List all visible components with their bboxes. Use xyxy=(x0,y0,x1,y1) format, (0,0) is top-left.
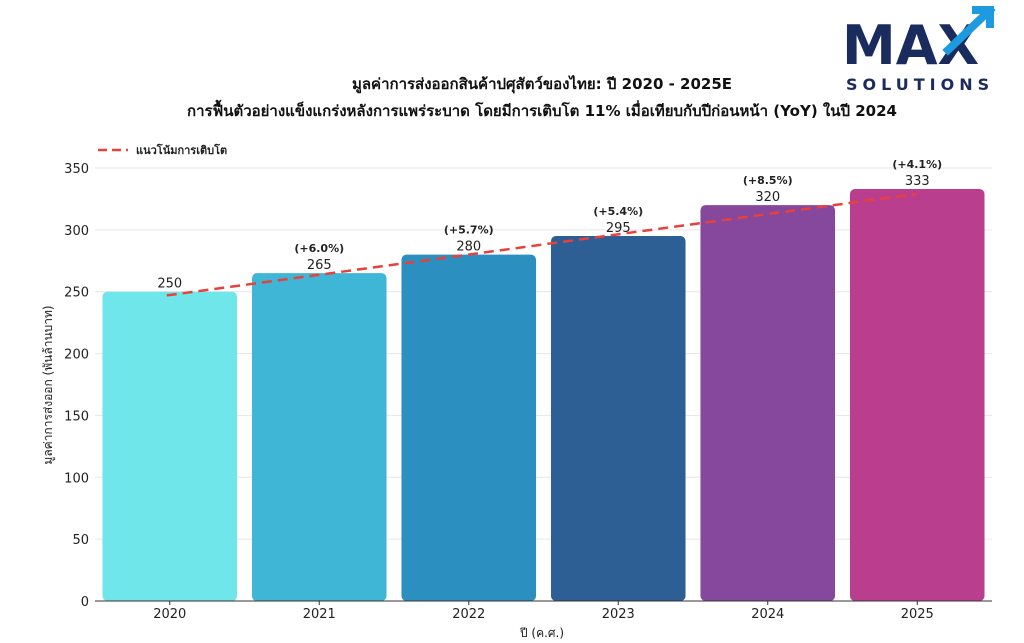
x-tick-label: 2023 xyxy=(602,607,635,622)
x-tick-label: 2025 xyxy=(901,607,934,622)
value-label-2020: 250 xyxy=(157,277,182,292)
value-label-2022: 280 xyxy=(456,240,481,255)
bar-2021 xyxy=(251,273,387,601)
y-tick-label: 100 xyxy=(64,471,89,486)
y-tick-label: 350 xyxy=(64,162,89,177)
chart-legend: แนวโน้มการเติบโต xyxy=(98,143,227,157)
bar-2023 xyxy=(550,236,686,602)
x-tick-label: 2021 xyxy=(303,607,336,622)
bar-2025 xyxy=(849,189,985,601)
trend-line-path xyxy=(166,192,917,297)
y-tick-label: 300 xyxy=(64,224,89,239)
bar-2020 xyxy=(102,291,238,601)
bar-2022 xyxy=(401,254,537,601)
gridlines xyxy=(95,167,992,602)
chart-title: มูลค่าการส่งออกสินค้าปศุสัตว์ของไทย: ปี … xyxy=(352,74,732,94)
x-tick-label: 2024 xyxy=(751,607,784,622)
yoy-label-2023: (+5.4%) xyxy=(593,205,643,218)
bar-2024 xyxy=(700,205,836,601)
y-tick-label: 0 xyxy=(81,595,89,610)
x-tick-label: 2020 xyxy=(153,607,186,622)
bars xyxy=(102,189,985,602)
y-tick-label: 150 xyxy=(64,409,89,424)
x-axis-title: ปี (ค.ศ.) xyxy=(519,626,564,640)
x-tick-label: 2022 xyxy=(452,607,485,622)
yoy-label-2021: (+6.0%) xyxy=(294,242,344,255)
y-tick-label: 250 xyxy=(64,286,89,301)
axes: 0 50 100 150 200 250 300 350 2020 2021 2022 2023 202… xyxy=(64,162,992,622)
y-tick-label: 200 xyxy=(64,348,89,363)
y-tick-label: 50 xyxy=(72,533,89,548)
value-label-2023: 295 xyxy=(606,221,631,236)
yoy-label-2022: (+5.7%) xyxy=(444,224,494,237)
data-labels: 250 265 (+6.0%) 280 (+5.7%) 295 (+5.4%) 320 (+8.… xyxy=(157,158,942,292)
value-label-2024: 320 xyxy=(755,190,780,205)
trend-line xyxy=(166,192,917,297)
logo-arrow-icon xyxy=(942,6,996,56)
value-label-2021: 265 xyxy=(307,258,332,273)
logo-subtext: SOLUTIONS xyxy=(846,75,994,94)
chart-subtitle: การฟื้นตัวอย่างแข็งแกร่งหลังการแพร่ระบาด… xyxy=(187,99,897,120)
max-solutions-logo: MAX SOLUTIONS xyxy=(842,6,996,94)
yoy-label-2025: (+4.1%) xyxy=(892,158,942,171)
value-label-2025: 333 xyxy=(905,174,930,189)
legend-trend-label: แนวโน้มการเติบโต xyxy=(136,143,227,157)
yoy-label-2024: (+8.5%) xyxy=(743,174,793,187)
y-axis-title: มูลค่าการส่งออก (พันล้านบาท) xyxy=(41,305,56,464)
